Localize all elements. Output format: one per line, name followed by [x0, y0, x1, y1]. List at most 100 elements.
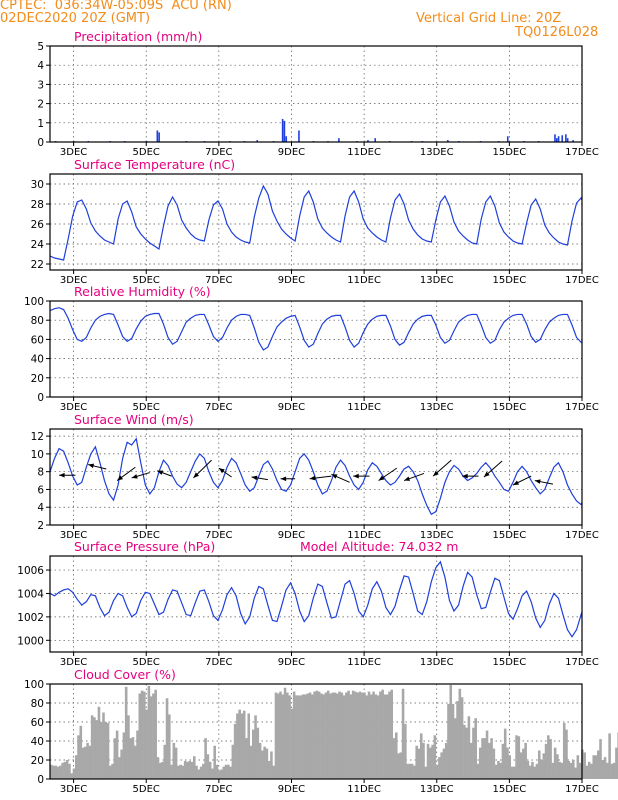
cloud-bar: [77, 735, 80, 779]
cloud-bar: [390, 689, 394, 779]
humidity-xtick-label: 5DEC: [133, 402, 160, 413]
temperature-xtick-label: 17DEC: [565, 275, 599, 286]
cloud-bar: [192, 756, 196, 779]
cloud-bar: [360, 692, 364, 779]
cloud-bar: [399, 752, 403, 779]
temperature-xtick-label: 5DEC: [133, 275, 160, 286]
cloud-bar: [333, 692, 337, 779]
cloud-bar: [88, 745, 92, 779]
cloud-bar: [424, 766, 428, 779]
wind-arrowhead: [280, 476, 287, 482]
cloud-bar: [247, 713, 251, 779]
cloud-bar: [168, 714, 171, 779]
precipitation-panel: [46, 45, 583, 146]
cloud-bar: [490, 738, 493, 779]
cloud-bar: [370, 694, 373, 779]
cloud-bar: [245, 738, 248, 779]
cloud-bar: [515, 735, 518, 779]
wind-arrowhead: [309, 475, 316, 481]
cloud-bar: [147, 685, 151, 779]
cloud-bar: [322, 694, 325, 779]
cloud-bar: [272, 765, 275, 779]
pressure-xtick-label: 15DEC: [493, 657, 527, 668]
precipitation-ytick-label: 2: [37, 99, 44, 111]
wind-arrowhead: [193, 472, 200, 478]
cloud-bar: [331, 692, 335, 779]
temperature-line: [50, 184, 582, 261]
cloud-bar: [186, 761, 189, 779]
cloud-bar: [549, 739, 552, 779]
wind-arrowhead: [513, 480, 519, 485]
cloud-bar: [301, 694, 305, 779]
cloud-bar: [61, 762, 64, 779]
cloud-bar: [358, 691, 362, 779]
model-altitude-annotation: Model Altitude: 74.032 m: [300, 539, 458, 554]
temperature-xtick-label: 7DEC: [205, 275, 232, 286]
cloud-bar: [508, 755, 512, 779]
pressure-xtick-label: 5DEC: [133, 657, 160, 668]
wind-xtick-label: 9DEC: [278, 530, 305, 541]
cloud-bar: [206, 754, 210, 779]
cloud-bar: [519, 752, 523, 779]
cloud-bar: [254, 715, 257, 779]
cloud-bar: [220, 769, 223, 779]
wind-ytick-label: 2: [37, 520, 44, 532]
cloud-bar: [90, 715, 94, 779]
cloud-xtick-label: 9DEC: [278, 784, 305, 795]
precipitation-xtick-label: 3DEC: [60, 147, 87, 158]
wind-xtick-label: 3DEC: [60, 530, 87, 541]
cloud-bar: [256, 727, 260, 779]
precip-bar: [561, 135, 564, 142]
cloud-bar: [311, 694, 314, 779]
cloud-bar: [292, 691, 296, 779]
pressure-ytick-label: 1002: [17, 612, 44, 624]
cloud-bar: [338, 691, 341, 779]
cloud-bar: [181, 765, 185, 779]
cloud-bar: [224, 764, 228, 779]
cloud-ytick-label: 20: [31, 755, 44, 767]
cloud-bar: [258, 742, 262, 779]
precip-bar: [566, 138, 569, 142]
cloud-bar: [596, 750, 600, 779]
cloud-bar: [335, 693, 339, 779]
cloud-bar: [460, 697, 464, 779]
cloud-bar: [265, 748, 269, 779]
cloud-bar: [231, 744, 235, 779]
cloud-bar: [567, 760, 571, 779]
cloud-bar: [351, 690, 355, 779]
cloud-bar: [526, 760, 530, 779]
cloud-bar: [610, 763, 614, 779]
cloud-bar: [615, 747, 618, 779]
cloud-bar: [320, 693, 323, 779]
cloud-bar: [565, 729, 568, 779]
cloud-bar: [524, 742, 527, 779]
precipitation-ytick-label: 0: [37, 137, 44, 149]
pressure-ytick-label: 1000: [17, 635, 44, 647]
cloud-bar: [456, 701, 459, 779]
cloud-xtick-label: 11DEC: [347, 784, 381, 795]
cloud-bar: [290, 708, 294, 779]
cloud-bar: [379, 691, 382, 779]
wind-arrowhead: [534, 479, 541, 484]
cloud-bar: [329, 693, 332, 779]
cloud-bar: [190, 761, 194, 779]
wind-arrowhead: [353, 473, 359, 479]
pressure-xtick-label: 9DEC: [278, 657, 305, 668]
cloud-bar: [476, 763, 480, 779]
cloud-bar: [276, 693, 280, 779]
cloud-bar: [612, 762, 616, 779]
cloud-bar: [283, 687, 287, 779]
cloud-bar: [356, 692, 359, 779]
humidity-ytick-label: 20: [31, 373, 44, 385]
cloud-bar: [453, 718, 457, 779]
cloud-bar: [97, 706, 101, 779]
cloud-bar: [50, 764, 53, 779]
cloud-bar: [492, 748, 496, 779]
cloud-bar: [583, 752, 586, 779]
cloud-bar: [315, 690, 319, 779]
cloud-bar: [537, 750, 541, 779]
cloud-bar: [578, 762, 582, 779]
cloud-bar: [517, 736, 521, 779]
precip-bar: [555, 138, 558, 142]
cloud-bar: [222, 766, 226, 779]
